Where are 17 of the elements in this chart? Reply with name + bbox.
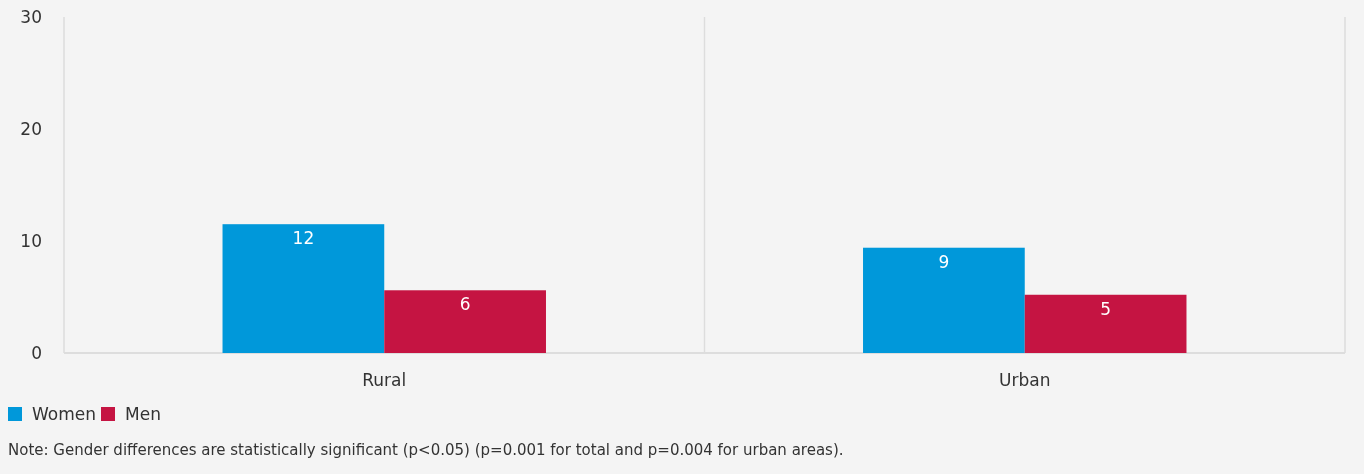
text: Note: Gender differences are statistically significant (p<0.05) (p=0.001 for total and p=0.004 for urban areas). xyxy=(8,441,844,459)
y-tick-label: 0 xyxy=(31,343,42,363)
data-label: 12 xyxy=(292,228,315,249)
data-label: 9 xyxy=(938,251,950,272)
bar xyxy=(1024,294,1187,353)
data-label: 6 xyxy=(459,294,471,315)
data-label: 5 xyxy=(1100,298,1112,319)
bar xyxy=(222,224,385,353)
bar xyxy=(863,247,1025,353)
legend-label: Women xyxy=(32,404,97,424)
legend-label: Men xyxy=(125,404,161,424)
bar xyxy=(384,290,546,353)
x-tick-label: Urban xyxy=(999,370,1051,390)
x-tick-label: Rural xyxy=(362,370,407,390)
y-tick-label: 20 xyxy=(20,119,42,139)
y-tick-label: 30 xyxy=(20,7,42,27)
y-tick-label: 10 xyxy=(20,231,42,251)
